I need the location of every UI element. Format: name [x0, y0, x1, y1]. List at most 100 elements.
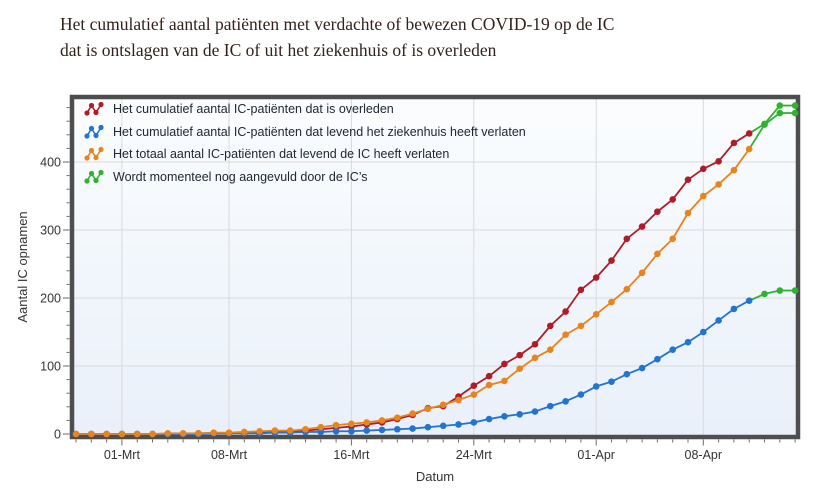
data-point[interactable] — [791, 287, 799, 294]
data-point[interactable] — [654, 208, 661, 215]
data-point[interactable] — [730, 139, 738, 147]
data-point[interactable] — [363, 419, 371, 426]
data-point[interactable] — [72, 430, 80, 438]
data-point[interactable] — [592, 274, 600, 281]
data-point[interactable] — [348, 420, 355, 428]
data-point[interactable] — [700, 165, 707, 173]
data-point[interactable] — [547, 322, 554, 330]
data-point[interactable] — [577, 286, 585, 294]
data-point[interactable] — [317, 423, 325, 431]
data-point[interactable] — [531, 408, 539, 415]
data-point[interactable] — [715, 317, 722, 324]
data-point[interactable] — [547, 402, 554, 410]
data-point[interactable] — [133, 430, 141, 438]
data-point[interactable] — [608, 378, 615, 385]
data-point[interactable] — [501, 360, 508, 368]
data-point[interactable] — [286, 427, 294, 434]
data-point[interactable] — [684, 176, 692, 183]
data-point[interactable] — [378, 426, 386, 434]
data-point[interactable] — [562, 308, 569, 315]
data-point[interactable] — [669, 196, 676, 203]
data-point[interactable] — [608, 298, 615, 306]
data-point[interactable] — [485, 372, 493, 380]
legend-item-ziekenhuis-verlaten[interactable]: Het cumulatief aantal IC-patiënten dat l… — [84, 123, 526, 142]
data-point[interactable] — [531, 340, 539, 348]
data-point[interactable] — [470, 419, 478, 426]
data-point[interactable] — [485, 381, 493, 389]
data-point[interactable] — [271, 427, 279, 434]
data-point[interactable] — [684, 209, 692, 217]
data-point[interactable] — [761, 121, 768, 128]
data-point[interactable] — [256, 427, 263, 435]
data-point[interactable] — [501, 413, 508, 420]
data-point[interactable] — [409, 425, 416, 432]
data-point[interactable] — [210, 429, 217, 436]
data-point[interactable] — [638, 269, 646, 277]
data-point[interactable] — [730, 166, 738, 174]
data-point[interactable] — [562, 331, 569, 339]
data-point[interactable] — [547, 346, 554, 353]
data-point[interactable] — [455, 396, 462, 404]
data-point[interactable] — [638, 364, 646, 372]
legend-item-nog-aangevuld[interactable]: Wordt momenteel nog aangevuld door de IC… — [84, 168, 526, 187]
data-point[interactable] — [745, 297, 753, 305]
data-point[interactable] — [669, 346, 676, 353]
data-point[interactable] — [348, 427, 355, 435]
data-point[interactable] — [791, 109, 799, 117]
data-point[interactable] — [501, 377, 508, 385]
data-point[interactable] — [363, 427, 371, 434]
data-point[interactable] — [516, 410, 523, 418]
data-point[interactable] — [118, 430, 126, 438]
data-point[interactable] — [424, 423, 432, 431]
data-point[interactable] — [241, 428, 248, 436]
data-point[interactable] — [638, 223, 646, 230]
data-point[interactable] — [700, 192, 707, 200]
data-point[interactable] — [700, 328, 707, 336]
data-point[interactable] — [332, 427, 340, 435]
data-point[interactable] — [485, 415, 493, 423]
data-point[interactable] — [654, 355, 661, 363]
data-point[interactable] — [623, 370, 631, 378]
data-point[interactable] — [776, 109, 784, 117]
data-point[interactable] — [562, 398, 569, 405]
data-point[interactable] — [715, 181, 722, 188]
data-point[interactable] — [409, 410, 416, 417]
data-point[interactable] — [88, 430, 95, 438]
data-point[interactable] — [715, 158, 722, 165]
data-point[interactable] — [439, 401, 447, 409]
data-point[interactable] — [439, 422, 447, 430]
data-point[interactable] — [623, 285, 631, 293]
data-point[interactable] — [378, 417, 386, 424]
data-point[interactable] — [592, 311, 600, 318]
data-point[interactable] — [516, 365, 523, 373]
data-point[interactable] — [317, 428, 325, 436]
data-point[interactable] — [776, 102, 784, 109]
data-point[interactable] — [394, 425, 401, 433]
data-point[interactable] — [394, 414, 401, 421]
data-point[interactable] — [424, 405, 432, 413]
data-point[interactable] — [791, 102, 799, 109]
data-point[interactable] — [470, 391, 478, 398]
data-point[interactable] — [332, 421, 340, 429]
data-point[interactable] — [179, 430, 187, 437]
data-point[interactable] — [684, 338, 692, 346]
data-point[interactable] — [149, 430, 156, 438]
data-point[interactable] — [516, 351, 523, 359]
data-point[interactable] — [577, 391, 585, 398]
data-point[interactable] — [654, 250, 661, 258]
data-point[interactable] — [302, 425, 309, 433]
data-point[interactable] — [531, 354, 539, 362]
data-point[interactable] — [592, 383, 600, 390]
legend-item-overleden[interactable]: Het cumulatief aantal IC-patiënten dat i… — [84, 100, 526, 119]
data-point[interactable] — [745, 145, 753, 153]
data-point[interactable] — [455, 421, 462, 428]
data-point[interactable] — [730, 305, 738, 313]
data-point[interactable] — [164, 430, 172, 437]
legend-item-ic-verlaten[interactable]: Het totaal aantal IC-patiënten dat leven… — [84, 145, 526, 164]
data-point[interactable] — [225, 429, 233, 436]
data-point[interactable] — [776, 287, 784, 294]
data-point[interactable] — [745, 130, 753, 137]
data-point[interactable] — [195, 430, 202, 437]
data-point[interactable] — [577, 322, 585, 330]
data-point[interactable] — [669, 235, 676, 243]
